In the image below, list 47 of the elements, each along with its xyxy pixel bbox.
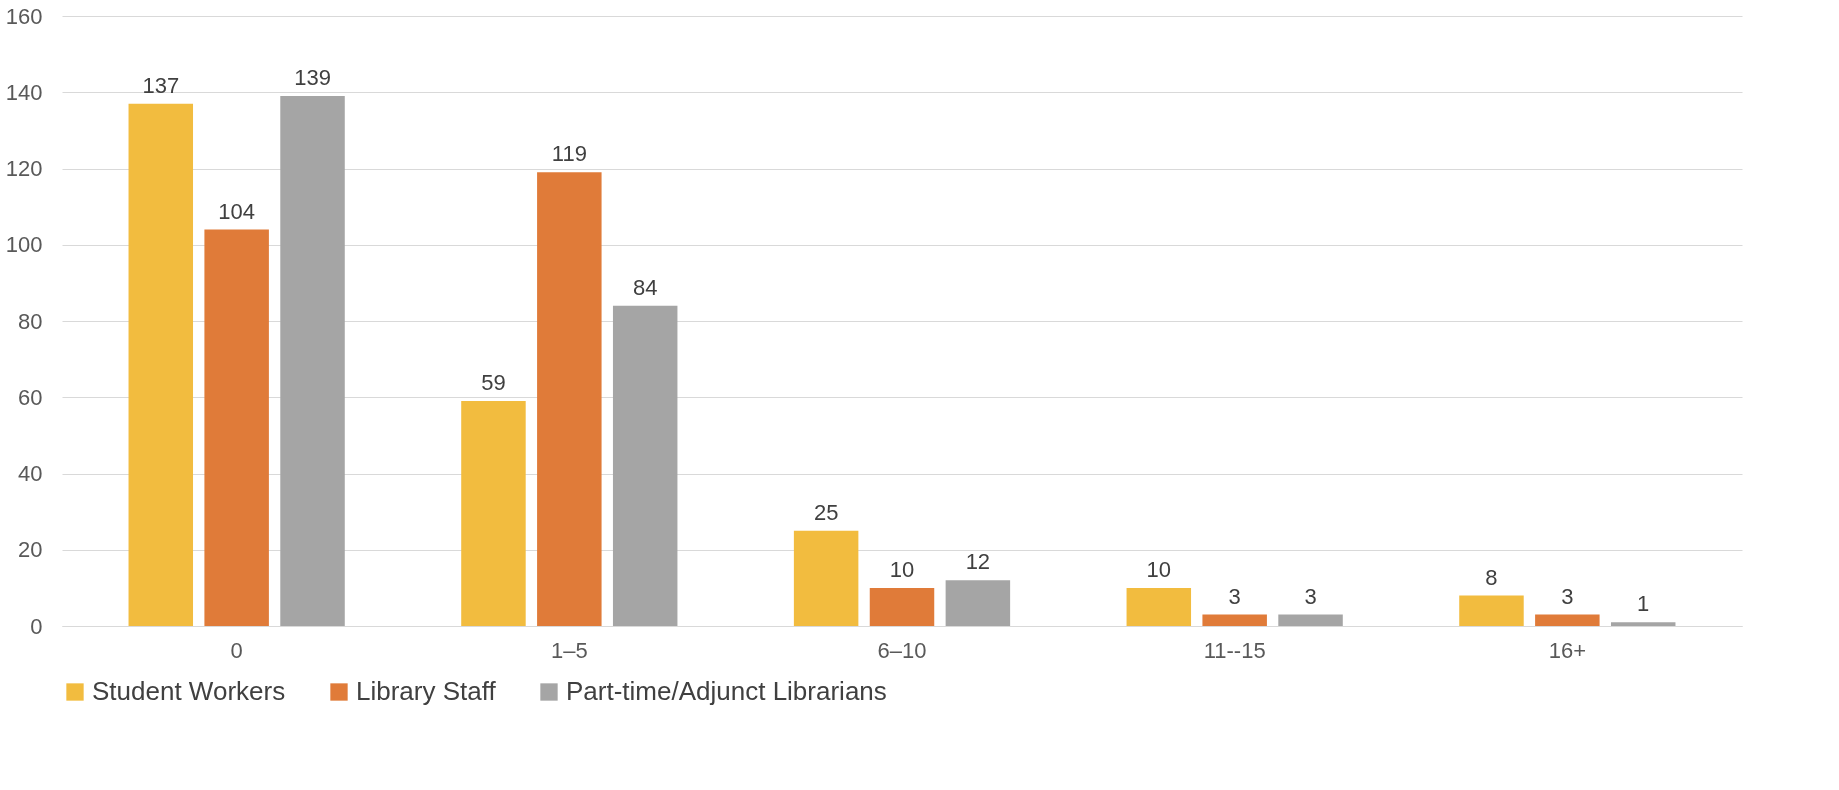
y-tick-label: 40 bbox=[18, 461, 43, 486]
y-tick-label: 60 bbox=[18, 384, 43, 410]
x-tick-label: 1–5 bbox=[550, 637, 588, 663]
bar bbox=[1126, 587, 1192, 626]
bar bbox=[1278, 614, 1343, 626]
legend-label: Part-time/Adjunct Librarians bbox=[566, 676, 887, 706]
bar bbox=[537, 172, 602, 626]
data-label: 25 bbox=[813, 499, 839, 525]
data-label: 12 bbox=[965, 549, 991, 575]
data-label: 59 bbox=[481, 370, 506, 396]
legend-label: Student Workers bbox=[92, 676, 286, 706]
y-tick-label: 20 bbox=[18, 537, 43, 563]
data-label: 84 bbox=[632, 274, 658, 300]
data-label: 104 bbox=[218, 198, 256, 224]
legend-label: Library Staff bbox=[356, 676, 497, 706]
data-label: 119 bbox=[551, 141, 587, 167]
y-tick-label: 100 bbox=[5, 232, 43, 258]
y-tick-label: 80 bbox=[18, 308, 43, 334]
bar bbox=[612, 305, 678, 626]
bar bbox=[945, 580, 1011, 626]
data-label: 1 bbox=[1637, 591, 1650, 617]
bar bbox=[280, 96, 345, 626]
y-tick-label: 0 bbox=[30, 613, 43, 639]
bar bbox=[461, 401, 526, 626]
bar bbox=[204, 229, 269, 626]
bar bbox=[793, 530, 859, 626]
data-label: 10 bbox=[889, 556, 915, 582]
bar bbox=[869, 587, 935, 626]
x-tick-label: 16+ bbox=[1548, 637, 1587, 663]
bar bbox=[1202, 614, 1267, 626]
data-label: 8 bbox=[1485, 564, 1498, 590]
bar bbox=[128, 103, 194, 626]
data-label: 3 bbox=[1304, 583, 1317, 609]
x-tick-label: 11--15 bbox=[1203, 637, 1266, 663]
data-label: 3 bbox=[1228, 583, 1241, 609]
data-label: 3 bbox=[1561, 583, 1574, 609]
bar bbox=[1535, 614, 1600, 626]
x-tick-label: 0 bbox=[230, 637, 243, 663]
y-tick-label: 140 bbox=[5, 79, 43, 105]
y-tick-label: 160 bbox=[5, 3, 43, 29]
data-label: 10 bbox=[1146, 556, 1172, 582]
x-tick-label: 6–10 bbox=[877, 637, 927, 663]
data-label: 137 bbox=[142, 72, 180, 98]
bar bbox=[1610, 622, 1676, 626]
bar bbox=[1459, 595, 1524, 626]
y-tick-label: 120 bbox=[5, 156, 43, 181]
data-label: 139 bbox=[294, 65, 331, 91]
